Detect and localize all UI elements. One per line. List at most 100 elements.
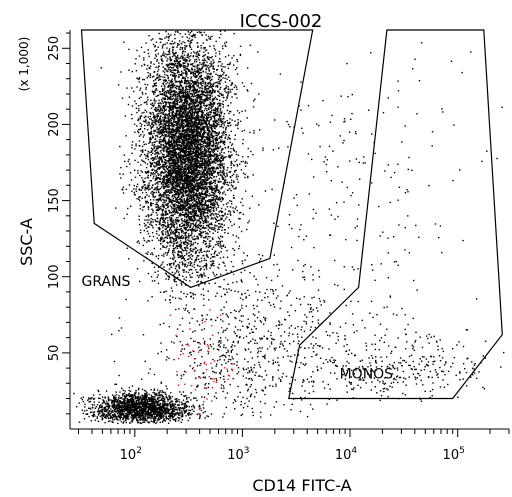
event-point bbox=[182, 280, 184, 283]
event-point bbox=[144, 186, 146, 188]
event-point bbox=[168, 134, 170, 136]
event-point bbox=[135, 190, 138, 193]
event-point bbox=[124, 160, 126, 163]
event-point bbox=[181, 206, 184, 209]
event-point bbox=[216, 108, 218, 110]
event-point bbox=[182, 91, 185, 93]
event-point bbox=[201, 260, 203, 262]
event-point bbox=[160, 156, 162, 159]
event-point bbox=[173, 210, 176, 213]
event-point bbox=[183, 172, 185, 175]
event-point bbox=[154, 108, 157, 111]
event-point bbox=[171, 212, 173, 214]
event-point bbox=[180, 228, 182, 230]
event-point bbox=[140, 104, 142, 106]
event-point bbox=[183, 263, 185, 265]
event-point bbox=[232, 147, 234, 150]
event-point bbox=[230, 110, 232, 113]
event-point bbox=[204, 236, 206, 239]
event-point bbox=[217, 197, 219, 199]
event-point bbox=[211, 106, 213, 108]
event-point bbox=[200, 85, 203, 87]
event-point bbox=[147, 116, 150, 118]
event-point bbox=[189, 92, 191, 95]
event-point bbox=[211, 134, 213, 137]
event-point bbox=[207, 150, 209, 152]
event-point bbox=[179, 88, 181, 91]
event-point bbox=[231, 186, 234, 188]
event-point bbox=[215, 82, 217, 84]
event-point bbox=[192, 203, 195, 206]
event-point bbox=[144, 171, 147, 173]
event-point bbox=[223, 144, 226, 146]
event-point bbox=[213, 61, 215, 63]
event-point bbox=[206, 206, 209, 208]
event-point bbox=[185, 81, 187, 83]
event-point bbox=[214, 230, 216, 232]
event-point bbox=[163, 196, 165, 198]
event-point bbox=[220, 217, 222, 219]
event-point bbox=[163, 55, 166, 57]
event-point bbox=[137, 172, 139, 174]
event-point bbox=[166, 81, 169, 84]
event-point bbox=[205, 152, 207, 154]
event-point bbox=[179, 186, 181, 188]
event-point bbox=[220, 139, 222, 141]
event-point bbox=[181, 99, 183, 102]
event-point bbox=[184, 232, 186, 234]
event-point bbox=[173, 53, 175, 56]
event-point bbox=[200, 273, 202, 275]
event-point bbox=[189, 154, 192, 156]
event-point bbox=[178, 215, 180, 217]
event-point bbox=[184, 119, 187, 122]
event-point bbox=[138, 215, 140, 217]
event-point bbox=[196, 164, 198, 167]
event-point bbox=[153, 130, 155, 132]
event-point bbox=[159, 116, 161, 118]
event-point bbox=[233, 188, 235, 190]
event-point bbox=[184, 125, 186, 128]
event-point bbox=[154, 169, 156, 172]
event-point bbox=[205, 240, 207, 243]
event-point bbox=[197, 155, 199, 158]
event-point bbox=[202, 120, 204, 122]
event-point bbox=[216, 187, 218, 189]
event-point bbox=[222, 244, 225, 246]
event-point bbox=[201, 143, 203, 146]
event-point bbox=[166, 254, 168, 256]
event-point bbox=[212, 105, 215, 107]
event-point bbox=[186, 207, 188, 210]
event-point bbox=[203, 208, 206, 210]
event-point bbox=[179, 133, 181, 135]
event-point bbox=[146, 219, 148, 221]
event-point bbox=[230, 102, 232, 104]
event-point bbox=[198, 207, 200, 210]
event-point bbox=[133, 123, 136, 126]
event-point bbox=[176, 114, 178, 116]
event-point bbox=[162, 179, 164, 181]
event-point bbox=[186, 91, 189, 93]
event-point bbox=[175, 98, 178, 101]
event-point bbox=[177, 158, 179, 160]
event-point bbox=[200, 136, 202, 138]
event-point bbox=[211, 56, 213, 58]
event-point bbox=[168, 139, 170, 141]
event-point bbox=[202, 241, 204, 244]
event-point bbox=[214, 275, 216, 277]
event-point bbox=[216, 138, 219, 140]
event-point bbox=[203, 183, 205, 186]
event-point bbox=[159, 41, 162, 43]
event-point bbox=[186, 189, 188, 192]
event-point bbox=[227, 147, 229, 149]
event-point bbox=[173, 150, 175, 152]
event-point bbox=[176, 223, 178, 225]
event-point bbox=[222, 172, 224, 174]
event-point bbox=[195, 169, 197, 171]
event-point bbox=[231, 224, 233, 227]
event-point bbox=[154, 141, 156, 143]
event-point bbox=[188, 166, 190, 168]
event-point bbox=[186, 68, 189, 70]
event-point bbox=[206, 145, 209, 147]
event-point bbox=[240, 201, 242, 204]
